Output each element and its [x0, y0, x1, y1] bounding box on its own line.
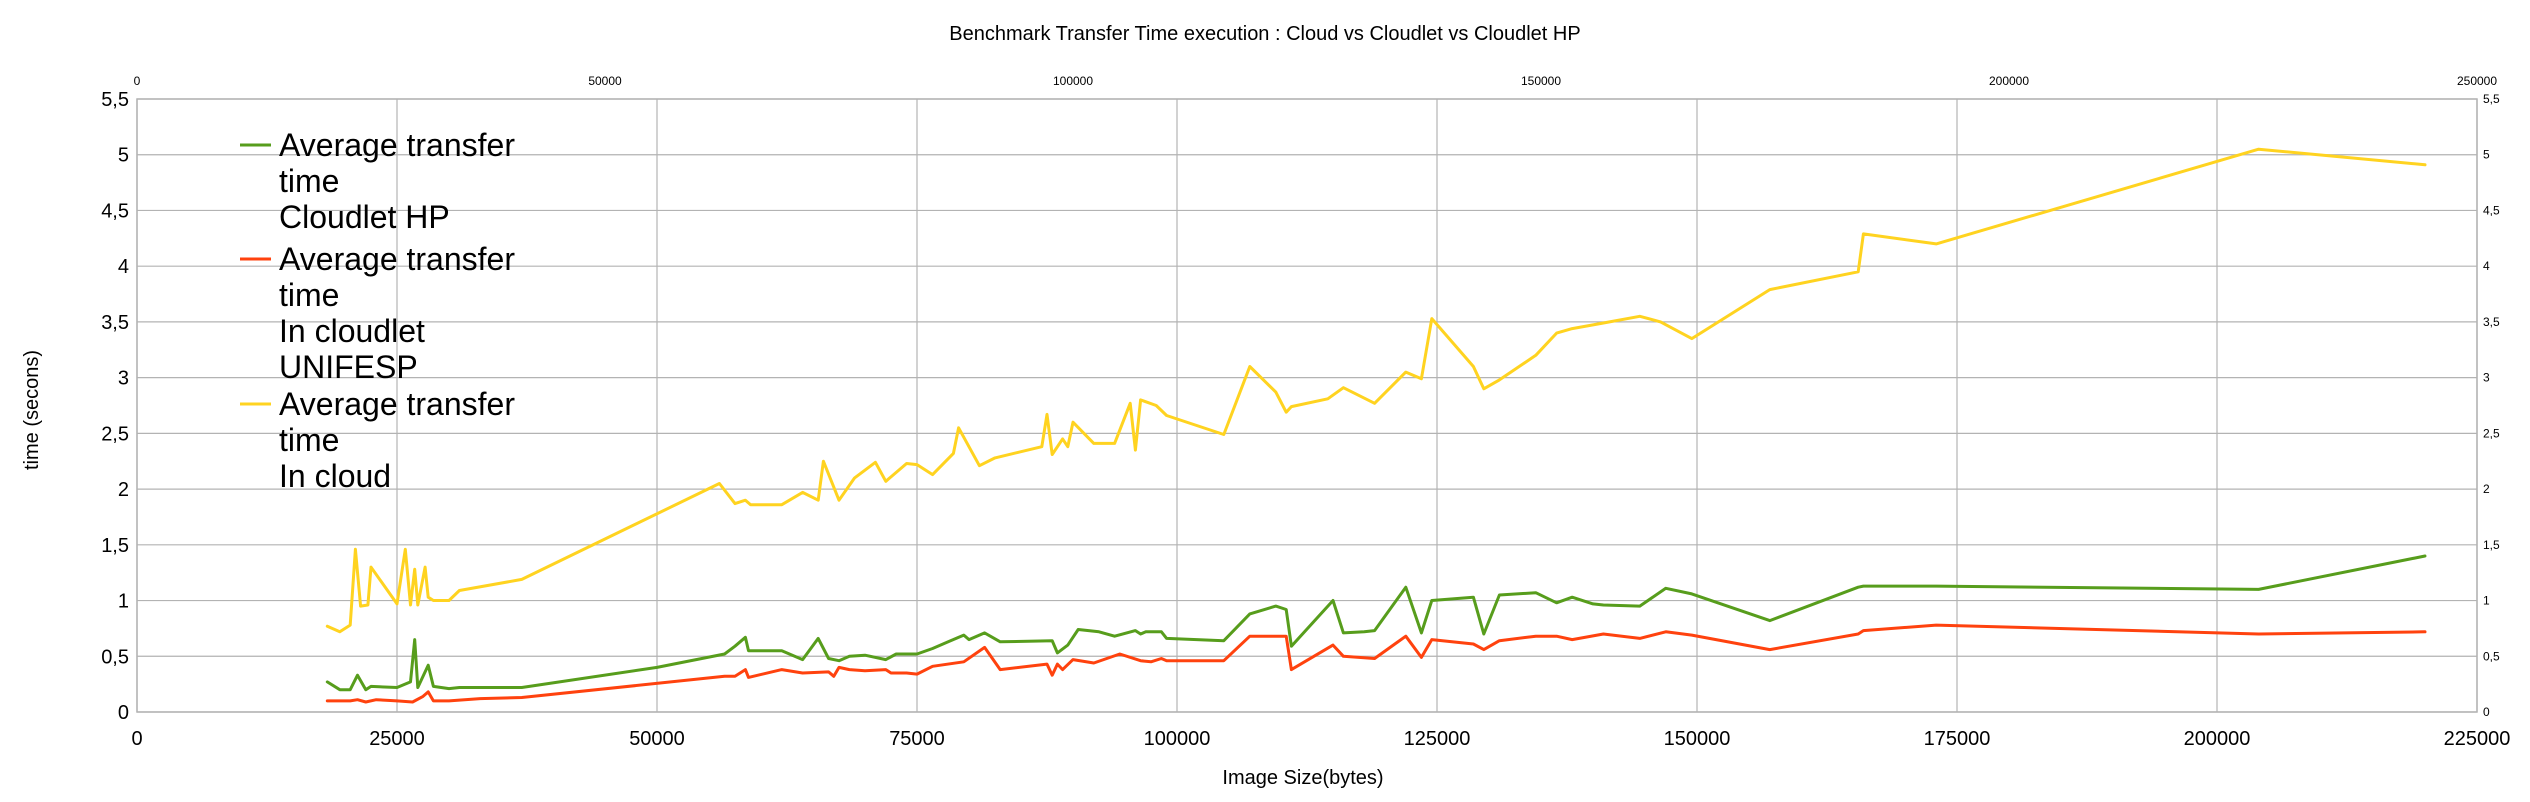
x-tick-label: 100000	[1144, 728, 1211, 750]
legend-label-2: Average transfer	[279, 241, 515, 277]
legend-label-1: Cloudlet HP	[279, 199, 450, 235]
y-tick-label: 5	[118, 145, 129, 167]
secondary-y-tick-label: 2	[2483, 482, 2490, 496]
secondary-y-axis-ticks: 0 0,5 1 1,5 2 2,5 3 3,5 4 4,5 5 5,5	[2483, 92, 2500, 719]
y-tick-label: 1	[118, 591, 129, 613]
y-tick-label: 2,5	[101, 423, 129, 445]
secondary-y-tick-label: 4,5	[2483, 203, 2500, 217]
secondary-y-tick-label: 2,5	[2483, 426, 2500, 440]
legend-label-3: time	[279, 422, 339, 458]
secondary-y-tick-label: 0	[2483, 705, 2490, 719]
secondary-y-tick-label: 0,5	[2483, 649, 2500, 663]
chart-title: Benchmark Transfer Time execution : Clou…	[949, 23, 1580, 45]
x-axis-title: Image Size(bytes)	[1222, 767, 1383, 789]
secondary-y-tick-label: 5,5	[2483, 92, 2500, 106]
x-tick-label: 175000	[1924, 728, 1991, 750]
secondary-x-tick-label: 200000	[1989, 74, 2029, 88]
y-tick-label: 0	[118, 702, 129, 724]
secondary-y-tick-label: 5	[2483, 148, 2490, 162]
legend-label-2: UNIFESP	[279, 349, 418, 385]
secondary-x-tick-label: 150000	[1521, 74, 1561, 88]
y-tick-label: 4	[118, 256, 129, 278]
y-axis-title: time (secons)	[21, 350, 43, 470]
secondary-y-tick-label: 1,5	[2483, 538, 2500, 552]
secondary-y-tick-label: 3,5	[2483, 315, 2500, 329]
series-line-1	[325, 554, 2427, 692]
secondary-x-tick-label: 250000	[2457, 74, 2497, 88]
series-lines	[325, 147, 2427, 704]
y-tick-label: 0,5	[101, 646, 129, 668]
x-tick-label: 200000	[2184, 728, 2251, 750]
legend-label-3: Average transfer	[279, 386, 515, 422]
x-axis-ticks: 0 25000 50000 75000 100000 125000 150000 175000…	[131, 728, 2510, 750]
legend-label-1: Average transfer	[279, 127, 515, 163]
x-tick-label: 75000	[889, 728, 945, 750]
legend-label-1: time	[279, 163, 339, 199]
x-tick-label: 225000	[2444, 728, 2511, 750]
y-tick-label: 3,5	[101, 312, 129, 334]
secondary-x-axis-ticks: 0 50000 100000 150000 200000 250000	[134, 74, 2498, 88]
y-axis-ticks: 0 0,5 1 1,5 2 2,5 3 3,5 4 4,5 5 5,5	[101, 89, 129, 724]
y-tick-label: 1,5	[101, 535, 129, 557]
y-tick-label: 4,5	[101, 200, 129, 222]
legend-label-3: In cloud	[279, 458, 391, 494]
secondary-x-tick-label: 0	[134, 74, 141, 88]
y-tick-label: 5,5	[101, 89, 129, 111]
y-tick-label: 2	[118, 479, 129, 501]
x-tick-label: 125000	[1404, 728, 1471, 750]
secondary-y-tick-label: 4	[2483, 259, 2490, 273]
secondary-y-tick-label: 1	[2483, 594, 2490, 608]
series-line-2	[325, 623, 2427, 704]
x-tick-label: 0	[131, 728, 142, 750]
series-line-3	[325, 147, 2427, 634]
secondary-y-tick-label: 3	[2483, 371, 2490, 385]
secondary-x-tick-label: 100000	[1053, 74, 1093, 88]
secondary-x-tick-label: 50000	[588, 74, 622, 88]
plot-area-frame	[136, 98, 2478, 713]
legend-label-2: time	[279, 277, 339, 313]
x-tick-label: 25000	[369, 728, 425, 750]
y-tick-label: 3	[118, 368, 129, 390]
x-tick-label: 50000	[629, 728, 685, 750]
x-tick-label: 150000	[1664, 728, 1731, 750]
legend-label-2: In cloudlet	[279, 313, 425, 349]
